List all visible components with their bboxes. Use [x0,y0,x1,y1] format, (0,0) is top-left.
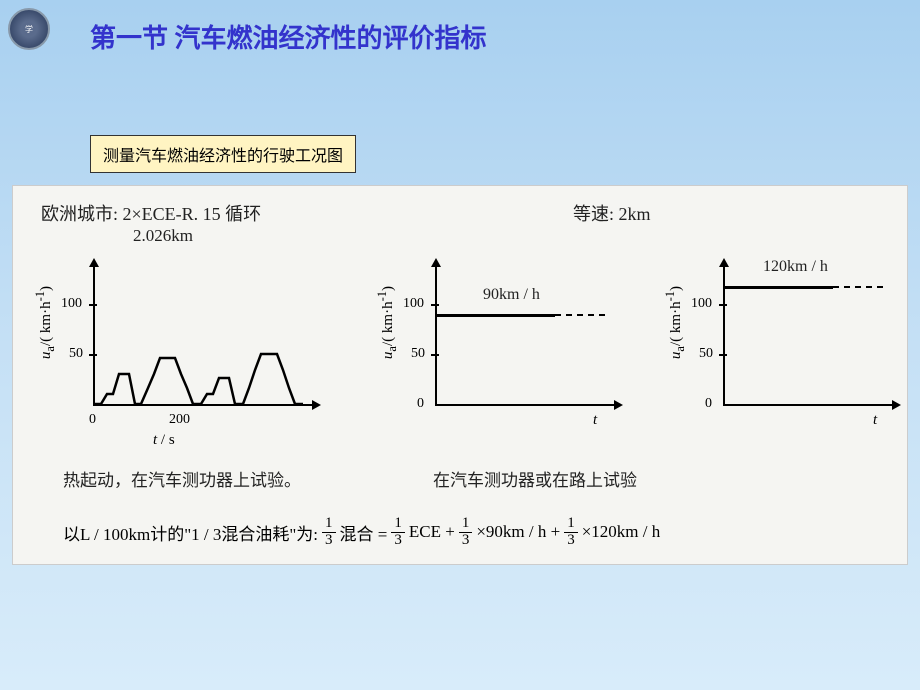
chart1-ytick-100: 100 [61,296,82,312]
chart2-ytick-100: 100 [403,296,424,312]
chart2-line [435,314,555,317]
frac-2: 13 [391,516,405,549]
chart2-xaxis [435,404,615,406]
chart3-ylabel: ua/( km·h-1) [663,286,688,359]
chart3-tick [719,304,727,306]
chart2-ylabel: ua/( km·h-1) [375,286,400,359]
chart3-tick [719,354,727,356]
chart3-line [723,286,833,289]
chart2-xlabel: t [593,412,597,429]
chart2-ytick-0: 0 [417,396,424,412]
frac-3: 13 [459,516,473,549]
frac-4: 13 [564,516,578,549]
frac-1: 13 [322,516,336,549]
chart3-ytick-0: 0 [705,396,712,412]
figure-label: 测量汽车燃油经济性的行驶工况图 [90,135,356,173]
chart1-curve [93,266,313,406]
formula: 以L / 100km计的"1 / 3混合油耗"为: 13 混合 = 13 ECE… [63,516,660,549]
chart2-tick [431,304,439,306]
chart1-xlabel: t / s [153,432,175,449]
chart2-tick [431,354,439,356]
chart3-xlabel: t [873,412,877,429]
chart2-yaxis [435,266,437,406]
formula-prefix: 以L / 100km计的"1 / 3混合油耗"为: [63,520,318,545]
caption-left: 热起动，在汽车测功器上试验。 [63,466,301,491]
chart3-ytick-100: 100 [691,296,712,312]
page-title: 第一节 汽车燃油经济性的评价指标 [90,18,487,55]
fig-header-left-sub: 2.026km [133,226,193,246]
university-logo: 学 [8,8,50,50]
chart1-ylabel: ua/( km·h-1) [33,286,58,359]
figure-panel: 欧洲城市: 2×ECE-R. 15 循环 2.026km 等速: 2km ua/… [12,185,908,565]
chart2-line-label: 90km / h [483,286,540,304]
fig-header-right: 等速: 2km [573,200,651,226]
formula-p3: ×90km / h + [476,522,560,542]
chart1-ytick-50: 50 [69,346,83,362]
chart3-line-label: 120km / h [763,258,828,276]
fig-header-left: 欧洲城市: 2×ECE-R. 15 循环 [41,200,261,226]
formula-p2: ECE + [409,522,455,542]
chart1-xtick-200: 200 [169,412,190,428]
chart2-ytick-50: 50 [411,346,425,362]
chart3-dash [833,286,883,288]
formula-p4: ×120km / h [582,522,661,542]
caption-right: 在汽车测功器或在路上试验 [433,466,637,491]
chart3-ytick-50: 50 [699,346,713,362]
chart2-dash [555,314,605,316]
chart3-xaxis [723,404,893,406]
formula-p1: 混合 = [340,520,388,545]
chart1-xtick-0: 0 [89,412,96,428]
